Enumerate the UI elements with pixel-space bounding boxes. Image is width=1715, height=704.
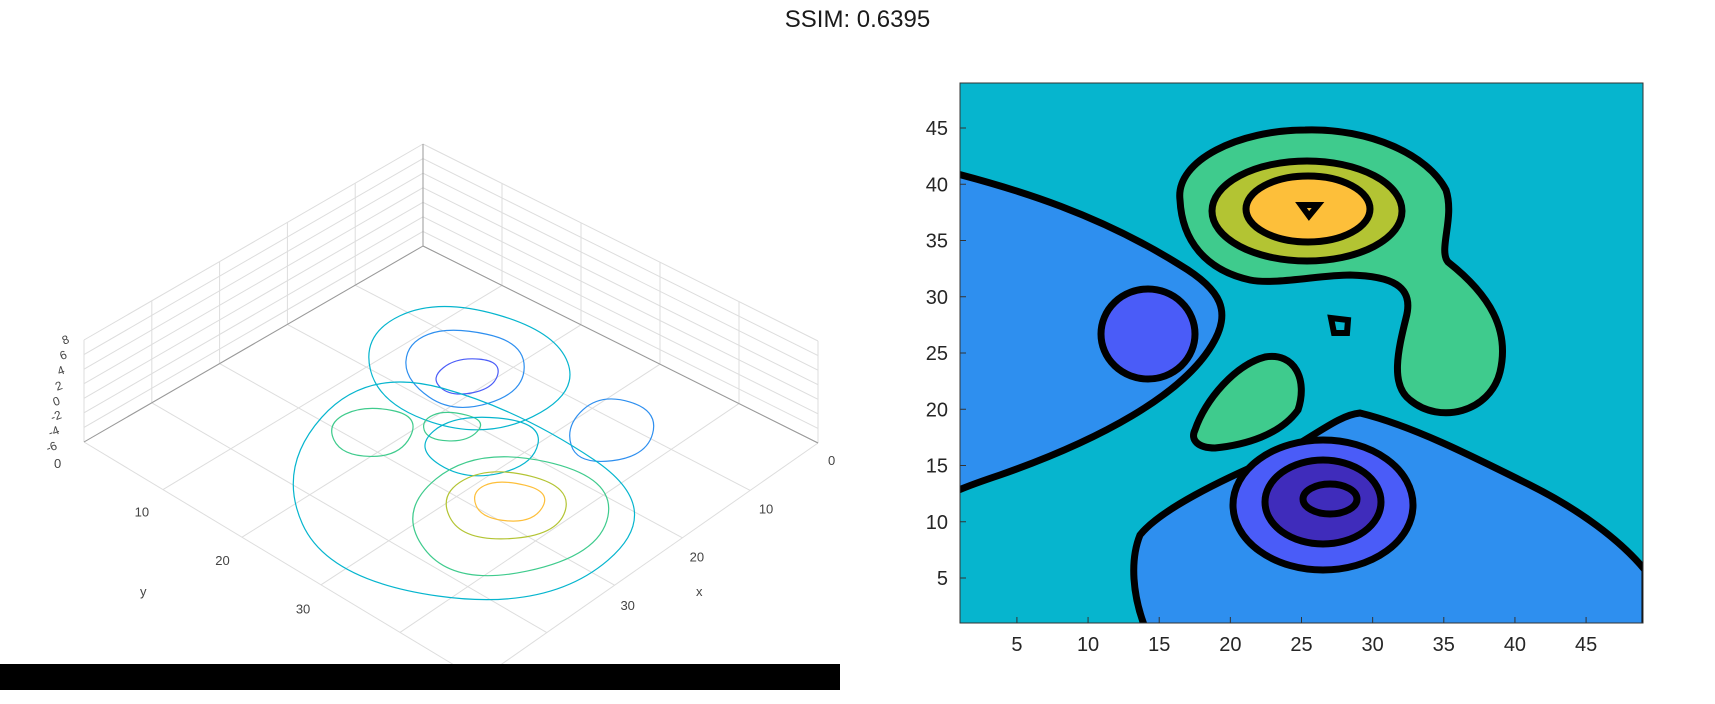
contour3d-level-curve bbox=[331, 407, 414, 458]
x-back-axis-line bbox=[422, 245, 819, 444]
contour3d-level-curve bbox=[445, 471, 567, 540]
bottom-bar bbox=[0, 664, 840, 690]
floor-grid-line bbox=[354, 284, 751, 491]
x-tick-label: 0 bbox=[828, 453, 835, 468]
floor-grid-line bbox=[287, 323, 683, 539]
contourf-tick-labels: 5 10 15 20 25 30 35 40 45 5 10 15 20 25 30 35 40 45 bbox=[926, 118, 1597, 656]
contourf-fills bbox=[960, 83, 1643, 623]
wall-grid-line bbox=[83, 201, 424, 399]
y-tick-label: 40 bbox=[926, 174, 948, 196]
x-tick-label: 30 bbox=[620, 598, 634, 613]
contourf-small-loop bbox=[1327, 314, 1352, 336]
contourf-plot: 5 10 15 20 25 30 35 40 45 5 10 15 20 25 30 35 40 45 bbox=[926, 82, 1644, 656]
z-tick-label: -6 bbox=[44, 438, 59, 455]
y-tick-label: 30 bbox=[926, 287, 948, 309]
wall-grid-line bbox=[422, 172, 819, 371]
contour3d-level-curve bbox=[412, 456, 610, 577]
y-tick-label: 25 bbox=[926, 343, 948, 365]
contour3d-level-curve bbox=[569, 398, 655, 462]
y-tick-label: 10 bbox=[135, 505, 149, 520]
floor-grid-line bbox=[219, 363, 615, 586]
z-tick-label: 6 bbox=[58, 347, 69, 363]
x-tick-label: 20 bbox=[690, 550, 704, 565]
floor-grid-line bbox=[151, 402, 548, 634]
y-tick-label: 20 bbox=[215, 553, 229, 568]
page-title: SSIM: 0.6395 bbox=[784, 6, 931, 33]
wall-grid-line bbox=[422, 158, 819, 357]
x-tick-label: 25 bbox=[1290, 634, 1312, 656]
y-tick-label: 5 bbox=[937, 568, 948, 590]
contour3d-level-curve bbox=[292, 381, 636, 601]
contour3d-grid bbox=[83, 143, 819, 681]
floor-grid-line bbox=[83, 441, 480, 681]
contour3d-level-curve bbox=[435, 358, 499, 395]
x-tick-label: 5 bbox=[1011, 634, 1022, 656]
floor-grid-line bbox=[399, 403, 740, 633]
x-tick-label: 20 bbox=[1219, 634, 1241, 656]
contour3d-level-curve bbox=[405, 329, 525, 408]
contour3d-level-curve bbox=[424, 416, 539, 477]
x-tick-label: 40 bbox=[1504, 634, 1526, 656]
x-tick-label: 10 bbox=[1077, 634, 1099, 656]
z-tick-label: -4 bbox=[46, 423, 61, 440]
y-tick-label: 0 bbox=[54, 456, 61, 471]
wall-grid-line bbox=[83, 216, 424, 414]
floor-grid-line bbox=[241, 324, 582, 538]
contourf-valley-left bbox=[1097, 285, 1199, 383]
contour3d-level-curve bbox=[423, 411, 482, 442]
wall-grid-line bbox=[422, 230, 819, 429]
contourf-peak-tip bbox=[1295, 202, 1325, 221]
x-axis-label: x bbox=[696, 584, 703, 599]
x-tick-label: 10 bbox=[759, 501, 773, 516]
z-tick-label: -2 bbox=[49, 408, 64, 425]
contour3d-curves bbox=[292, 305, 655, 601]
z-tick-label: 4 bbox=[55, 363, 66, 379]
contourf-valley-ring-3 bbox=[1299, 480, 1361, 518]
y-tick-label: 30 bbox=[296, 602, 310, 617]
z-tick-label: 0 bbox=[51, 394, 62, 410]
contourf-region-left-low bbox=[960, 170, 1226, 494]
y-tick-label: 20 bbox=[926, 399, 948, 421]
wall-grid-line bbox=[422, 201, 819, 400]
y-axis-label: y bbox=[140, 584, 147, 599]
y-tick-label: 15 bbox=[926, 456, 948, 478]
y-back-axis-line bbox=[83, 245, 424, 443]
wall-grid-line bbox=[422, 143, 819, 342]
x-tick-label: 45 bbox=[1575, 634, 1597, 656]
z-tick-label: 8 bbox=[60, 332, 71, 348]
wall-grid-line bbox=[83, 172, 424, 370]
z-tick-label: 2 bbox=[53, 378, 64, 394]
floor-grid-line bbox=[478, 442, 819, 681]
wall-grid-line bbox=[83, 143, 424, 341]
floor-grid-line bbox=[162, 284, 503, 491]
wall-grid-line bbox=[422, 216, 819, 415]
x-tick-label: 35 bbox=[1433, 634, 1455, 656]
wall-grid-line bbox=[83, 230, 424, 428]
y-tick-label: 10 bbox=[926, 512, 948, 534]
contourf-bump-middle bbox=[1190, 352, 1305, 452]
contour3d-level-curve bbox=[473, 481, 546, 522]
contour3d-level-curve bbox=[368, 305, 571, 431]
x-tick-label: 15 bbox=[1148, 634, 1170, 656]
y-tick-label: 45 bbox=[926, 118, 948, 140]
wall-grid-line bbox=[422, 187, 819, 386]
wall-grid-line bbox=[83, 158, 424, 356]
y-tick-label: 35 bbox=[926, 231, 948, 253]
wall-grid-line bbox=[83, 187, 424, 385]
x-tick-label: 30 bbox=[1362, 634, 1384, 656]
